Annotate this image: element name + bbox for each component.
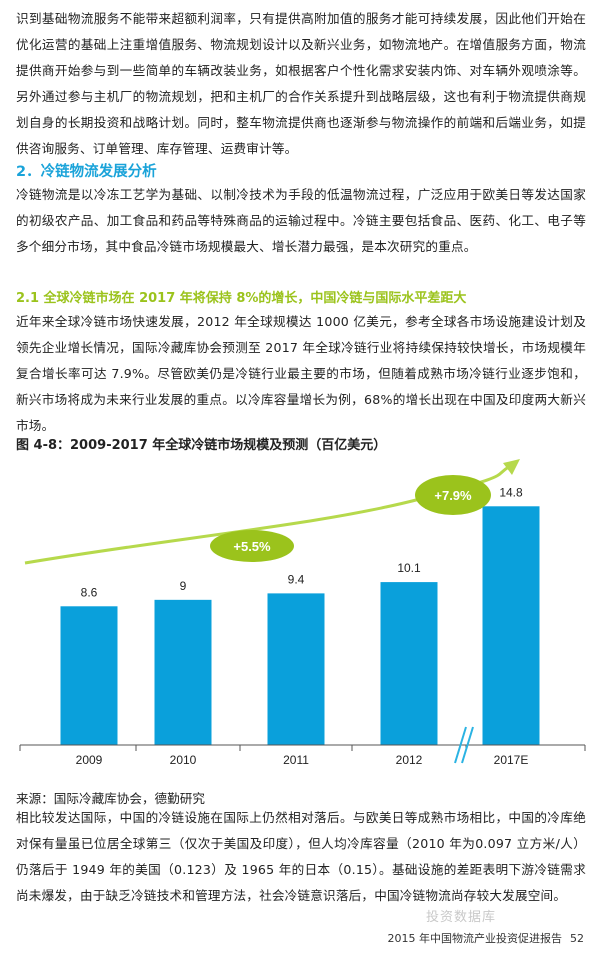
watermark-text: 投资数据库 — [426, 910, 497, 925]
bar-2017E — [482, 506, 540, 745]
paragraph-global-market: 近年来全球冷链市场快速发展，2012 年全球规模达 1000 亿美元，参考全球各… — [16, 314, 586, 433]
bar-value-label: 9.4 — [288, 572, 305, 586]
bar-2012 — [380, 582, 438, 745]
figure-caption: 图 4-8：2009-2017 年全球冷链市场规模及预测（百亿美元） — [16, 438, 387, 453]
bar-value-label: 10.1 — [397, 561, 421, 575]
bar-2010 — [154, 599, 212, 745]
section-heading: 2．冷链物流发展分析 — [16, 164, 157, 180]
page-number: 52 — [570, 932, 584, 945]
figure-source: 来源：国际冷藏库协会，德勤研究 — [16, 791, 205, 806]
bar-2011 — [267, 593, 325, 745]
growth-rate-bubble — [415, 475, 491, 515]
paragraph-cold-chain-intro: 冷链物流是以冷冻工艺学为基础、以制冷技术为手段的低温物流过程，广泛应用于欧美日等… — [16, 187, 586, 254]
paragraph-logistics-services: 识到基础物流服务不能带来超额利润率，只有提供高附加值的服务才能可持续发展，因此他… — [16, 11, 586, 156]
subsection-heading: 2.1 全球冷链市场在 2017 年将保持 8%的增长，中国冷链与国际水平差距大 — [16, 291, 467, 306]
category-label: 2009 — [76, 753, 103, 767]
category-label: 2010 — [170, 753, 197, 767]
trend-arrowhead — [503, 459, 520, 475]
footer-report-title: 2015 年中国物流产业投资促进报告 — [387, 932, 563, 945]
paragraph-china-comparison: 相比较发达国际，中国的冷链设施在国际上仍然相对落后。与欧美日等成熟市场相比，中国… — [16, 810, 586, 903]
category-label: 2012 — [396, 753, 423, 767]
growth-rate-label: +7.9% — [434, 488, 472, 503]
axis-break-mark — [454, 726, 467, 764]
cold-chain-bar-chart: 8.6 2009 9 2010 9.4 2011 10.1 2012 14.8 2017E +5.… — [19, 459, 586, 767]
category-label: 2011 — [283, 753, 309, 767]
axis-break-mark — [461, 726, 474, 764]
growth-rate-bubble — [210, 530, 294, 562]
category-label: 2017E — [494, 753, 529, 767]
growth-trend-arrow — [24, 463, 513, 565]
bar-value-label: 14.8 — [499, 485, 523, 499]
growth-rate-label: +5.5% — [233, 539, 271, 554]
bar-2009 — [60, 606, 118, 745]
bar-value-label: 9 — [180, 579, 187, 593]
page-footer: 2015 年中国物流产业投资促进报告 52 — [388, 930, 585, 946]
bar-value-label: 8.6 — [81, 585, 98, 599]
